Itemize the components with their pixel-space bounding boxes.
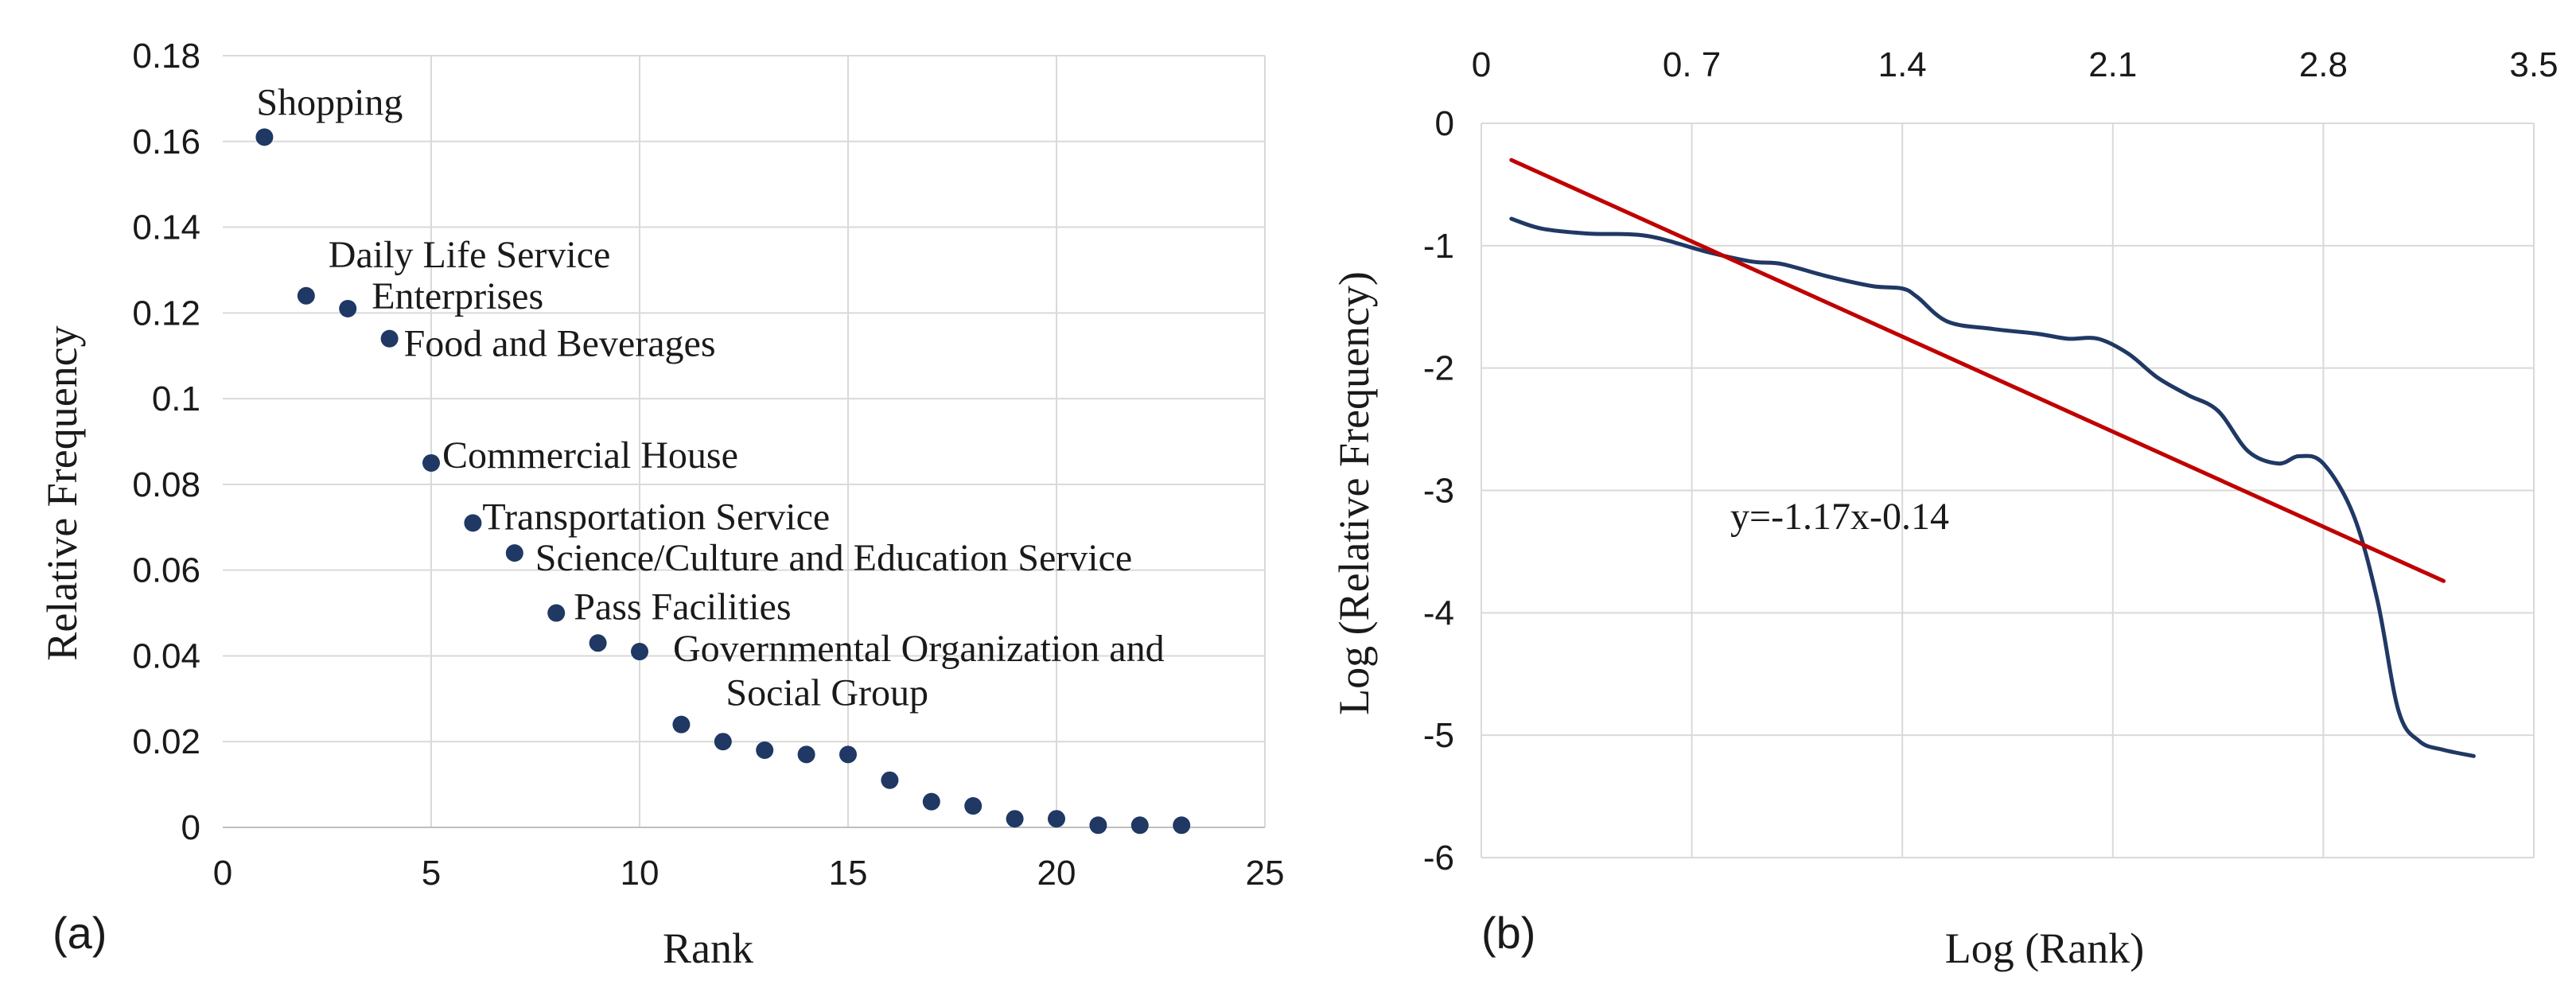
chart-a-x-axis-title: Rank [663, 924, 753, 972]
chart-a-point [422, 453, 440, 472]
chart-a-point [1173, 816, 1191, 835]
chart-b-gridlines [1481, 123, 2535, 858]
chart-a-y-tick-label: 0.18 [132, 37, 200, 76]
chart-a-y-tick-labels: 0 0.02 0.04 0.06 0.08 0.1 0.12 0.14 0.16 0.18 [132, 37, 200, 847]
chart-b-y-tick-label: -5 [1423, 716, 1454, 755]
chart-a-point [255, 128, 274, 146]
chart-a-point [797, 745, 815, 764]
chart-a-gridlines [223, 55, 1266, 827]
chart-a-annotation: Pass Facilities [574, 586, 791, 628]
chart-b-x-tick-labels: 0 0. 7 1.4 2.1 2.8 3.5 [1472, 45, 2558, 84]
chart-a-point [464, 514, 482, 532]
chart-b-x-axis-title: Log (Rank) [1945, 924, 2144, 972]
chart-a-annotation: Food and Beverages [404, 323, 716, 365]
chart-a-point [922, 792, 940, 811]
chart-b-x-tick-label: 0. 7 [1663, 45, 1721, 84]
chart-a-point [881, 771, 899, 789]
chart-a-points [255, 128, 1191, 835]
chart-a-point [1130, 816, 1149, 835]
chart-b-y-tick-label: 0 [1435, 104, 1454, 143]
chart-b-y-tick-label: -3 [1423, 472, 1454, 511]
chart-a-x-tick-labels: 0 5 10 15 20 25 [213, 854, 1285, 893]
chart-b-x-tick-label: 2.8 [2299, 45, 2348, 84]
chart-b-y-axis-title: Log (Relative Frequency) [1330, 271, 1378, 715]
chart-a-x-tick-label: 20 [1037, 854, 1076, 893]
chart-a-point [589, 634, 607, 652]
chart-b-trendline [1509, 158, 2446, 583]
chart-b: 0 0. 7 1.4 2.1 2.8 3.5 0 -1 -2 -3 -4 -5 -6 y=-1.17x… [1330, 45, 2558, 972]
chart-b-x-tick-label: 0 [1472, 45, 1491, 84]
chart-a-y-axis-title: Relative Frequency [38, 325, 86, 660]
chart-a-point [547, 604, 566, 622]
chart-a-point [631, 643, 648, 661]
chart-a-y-tick-label: 0.14 [132, 208, 200, 247]
chart-b-y-tick-label: -4 [1423, 593, 1454, 632]
chart-a-annotation: Commercial House [442, 434, 738, 477]
chart-a-point [756, 741, 774, 759]
chart-b-y-tick-label: -1 [1423, 227, 1454, 266]
chart-a-y-tick-label: 0.1 [152, 379, 200, 418]
chart-a: 0 5 10 15 20 25 00.020.040.060.080.10.120.140… [38, 37, 1284, 972]
chart-a-annotation: Governmental Organization and [673, 628, 1165, 670]
chart-a-point [839, 745, 857, 764]
chart-a-annotation: Science/Culture and Education Service [535, 537, 1132, 579]
chart-b-x-tick-label: 1.4 [1878, 45, 1927, 84]
chart-a-y-tick-label: 0.02 [132, 722, 200, 761]
chart-a-point [505, 544, 523, 562]
chart-a-point [672, 715, 691, 733]
chart-a-point [380, 329, 399, 348]
chart-a-panel-label: (a) [53, 908, 107, 958]
chart-a-point [1089, 816, 1107, 835]
chart-a-point [1006, 810, 1024, 828]
chart-b-x-tick-label: 3.5 [2509, 45, 2558, 84]
chart-a-point [297, 286, 315, 305]
chart-a-x-tick-label: 15 [829, 854, 868, 893]
chart-a-annotation: Transportation Service [482, 496, 830, 538]
chart-a-x-tick-label: 25 [1246, 854, 1285, 893]
chart-b-y-tick-labels: 0 -1 -2 -3 -4 -5 -6 [1423, 104, 1454, 877]
chart-a-point [714, 733, 732, 751]
chart-b-x-tick-label: 2.1 [2088, 45, 2137, 84]
chart-a-point [339, 299, 357, 317]
chart-a-x-tick-label: 5 [422, 854, 441, 893]
chart-b-panel-label: (b) [1481, 908, 1535, 958]
chart-a-y-tick-label: 0 [181, 808, 200, 847]
chart-b-y-tick-label: -6 [1423, 839, 1454, 877]
chart-a-annotation: Shopping [256, 81, 403, 123]
chart-b-series-line [1509, 216, 2476, 758]
chart-a-point [1048, 810, 1065, 828]
chart-b-series [1509, 158, 2476, 758]
chart-a-y-tick-label: 0.12 [132, 294, 200, 333]
chart-a-y-tick-label: 0.04 [132, 636, 200, 675]
chart-a-annotation: Social Group [726, 672, 928, 714]
chart-a-annotation: Daily Life Service [329, 234, 611, 276]
chart-a-y-tick-label: 0.16 [132, 123, 200, 161]
chart-a-x-tick-label: 10 [621, 854, 660, 893]
chart-a-y-tick-label: 0.08 [132, 465, 200, 504]
chart-b-y-tick-label: -2 [1423, 349, 1454, 388]
chart-b-equation: y=-1.17x-0.14 [1730, 496, 1949, 538]
chart-a-point [964, 797, 983, 815]
chart-a-y-tick-label: 0.06 [132, 551, 200, 590]
chart-a-x-tick-label: 0 [213, 854, 232, 893]
chart-a-annotation: Enterprises [372, 275, 543, 317]
